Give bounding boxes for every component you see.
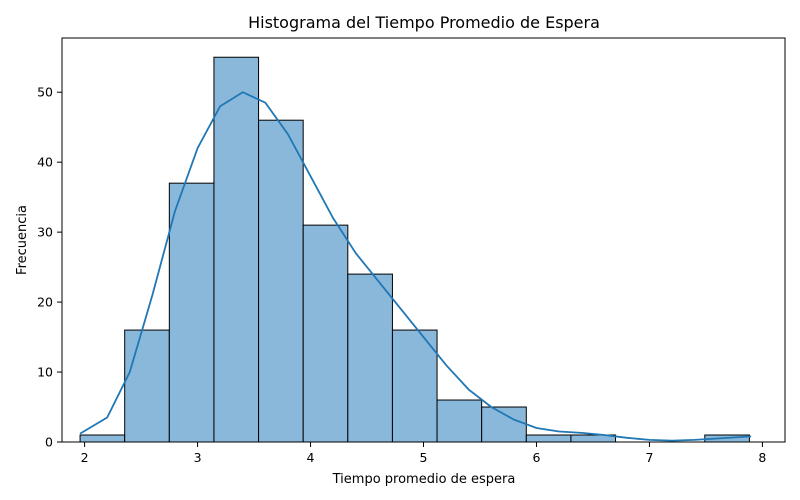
histogram-bar: [481, 406, 527, 443]
y-axis: 0 10 20 30 40 50: [37, 85, 62, 450]
y-tick-label: 20: [37, 295, 53, 310]
x-tick-label: 7: [645, 450, 653, 465]
y-tick-label: 40: [37, 155, 53, 170]
x-tick-label: 3: [194, 450, 202, 465]
y-tick-label: 10: [37, 365, 53, 380]
histogram-bar: [79, 434, 126, 443]
histogram-bar: [525, 434, 572, 443]
histogram-bar: [124, 329, 170, 443]
x-tick-label: 5: [420, 450, 428, 465]
kde-curve: [79, 91, 752, 442]
histogram-bar: [258, 119, 304, 443]
x-tick-label: 6: [532, 450, 540, 465]
histogram-bar: [436, 399, 483, 443]
chart-title: Histograma del Tiempo Promedio de Espera: [248, 13, 600, 32]
y-tick-label: 30: [37, 225, 53, 240]
histogram-bar: [347, 273, 393, 443]
histogram-bar: [213, 56, 260, 443]
x-tick-label: 2: [81, 450, 89, 465]
histogram-bar: [302, 224, 349, 443]
x-tick-label: 4: [307, 450, 315, 465]
y-tick-label: 50: [37, 85, 53, 100]
histogram-bar: [391, 329, 438, 443]
x-tick-label: 8: [758, 450, 766, 465]
y-tick-label: 0: [45, 435, 53, 450]
histogram-bar: [168, 182, 215, 443]
bars-group: [79, 56, 750, 443]
x-axis-label: Tiempo promedio de espera: [332, 472, 516, 487]
x-axis: 2 3 4 5 6 7 8: [81, 442, 766, 465]
y-axis-label: Frecuencia: [15, 205, 30, 275]
